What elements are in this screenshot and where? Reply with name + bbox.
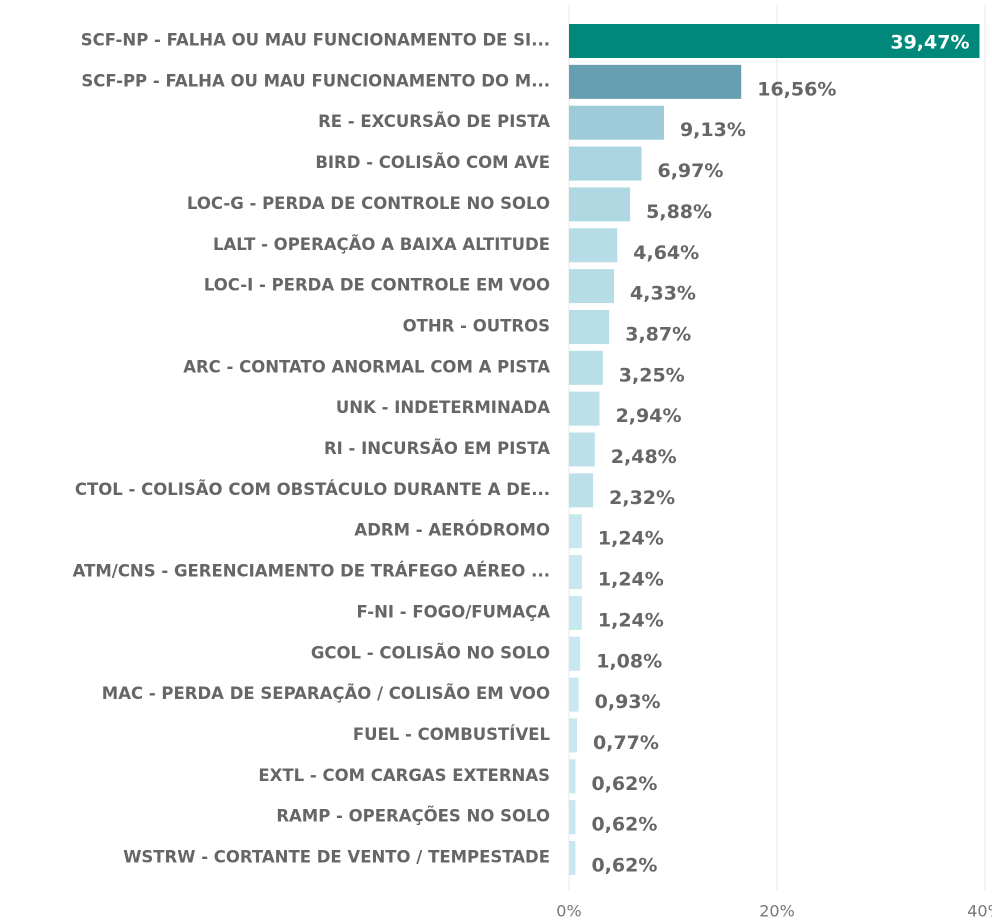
category-label: LALT - OPERAÇÃO A BAIXA ALTITUDE: [213, 235, 550, 254]
value-label: 4,33%: [630, 283, 696, 305]
bar: [569, 228, 618, 263]
category-label: SCF-NP - FALHA OU MAU FUNCIONAMENTO DE S…: [81, 31, 550, 50]
value-label: 1,24%: [598, 528, 664, 550]
category-label: SCF-PP - FALHA OU MAU FUNCIONAMENTO DO M…: [81, 71, 550, 90]
category-label: ARC - CONTATO ANORMAL COM A PISTA: [183, 357, 550, 376]
category-label: ADRM - AERÓDROMO: [354, 521, 550, 540]
bar: [569, 309, 610, 344]
bar: [569, 759, 576, 794]
category-label: ATM/CNS - GERENCIAMENTO DE TRÁFEGO AÉREO…: [73, 562, 550, 581]
bar: [569, 514, 582, 549]
bar: [569, 473, 594, 508]
bar: [569, 841, 576, 875]
category-label: RE - EXCURSÃO DE PISTA: [318, 112, 550, 131]
category-label: EXTL - COM CARGAS EXTERNAS: [258, 766, 550, 785]
category-label: MAC - PERDA DE SEPARAÇÃO / COLISÃO EM VO…: [102, 684, 550, 703]
value-label: 2,94%: [616, 405, 682, 427]
bar: [569, 555, 582, 590]
bar: [569, 677, 579, 712]
category-label: LOC-I - PERDA DE CONTROLE EM VOO: [204, 276, 550, 295]
category-label: FUEL - COMBUSTÍVEL: [353, 725, 551, 744]
value-label: 3,25%: [619, 364, 685, 386]
value-label: 0,62%: [591, 773, 657, 795]
value-label: 1,24%: [598, 609, 664, 631]
x-tick-label: 0%: [556, 902, 581, 921]
bar: [569, 105, 664, 140]
bar: [569, 432, 595, 467]
value-label: 2,48%: [611, 446, 677, 468]
value-label: 0,77%: [593, 732, 659, 754]
value-label: 16,56%: [757, 78, 836, 100]
bar: [569, 595, 582, 630]
category-label: BIRD - COLISÃO COM AVE: [315, 153, 550, 172]
value-label: 0,62%: [591, 855, 657, 877]
value-label: 2,32%: [609, 487, 675, 509]
x-tick-label: 40%: [967, 902, 992, 921]
bar: [569, 269, 615, 304]
value-label: 0,62%: [591, 814, 657, 836]
bar: [569, 146, 642, 181]
value-label: 9,13%: [680, 119, 746, 141]
bar: [569, 718, 578, 753]
category-label: WSTRW - CORTANTE DE VENTO / TEMPESTADE: [123, 848, 550, 867]
bar: [569, 800, 576, 835]
category-label: GCOL - COLISÃO NO SOLO: [311, 643, 550, 662]
value-label: 3,87%: [625, 323, 691, 345]
x-tick-label: 20%: [759, 902, 795, 921]
category-label: RI - INCURSÃO EM PISTA: [324, 439, 550, 458]
category-label: F-NI - FOGO/FUMAÇA: [356, 602, 550, 621]
category-label: LOC-G - PERDA DE CONTROLE NO SOLO: [187, 194, 550, 213]
value-label: 4,64%: [633, 242, 699, 264]
bar: [569, 350, 603, 385]
value-label: 0,93%: [595, 691, 661, 713]
bar: [569, 187, 631, 222]
bar: [569, 391, 600, 426]
value-label: 5,88%: [646, 201, 712, 223]
bar: [569, 64, 742, 99]
value-label: 1,08%: [596, 650, 662, 672]
bar: [569, 636, 581, 671]
category-label: CTOL - COLISÃO COM OBSTÁCULO DURANTE A D…: [75, 480, 550, 499]
category-label: RAMP - OPERAÇÕES NO SOLO: [276, 807, 550, 826]
value-label: 1,24%: [598, 569, 664, 591]
value-label: 39,47%: [890, 32, 969, 54]
category-label: UNK - INDETERMINADA: [336, 398, 550, 417]
value-label: 6,97%: [657, 160, 723, 182]
category-label: OTHR - OUTROS: [403, 316, 550, 335]
bar: [569, 24, 980, 58]
